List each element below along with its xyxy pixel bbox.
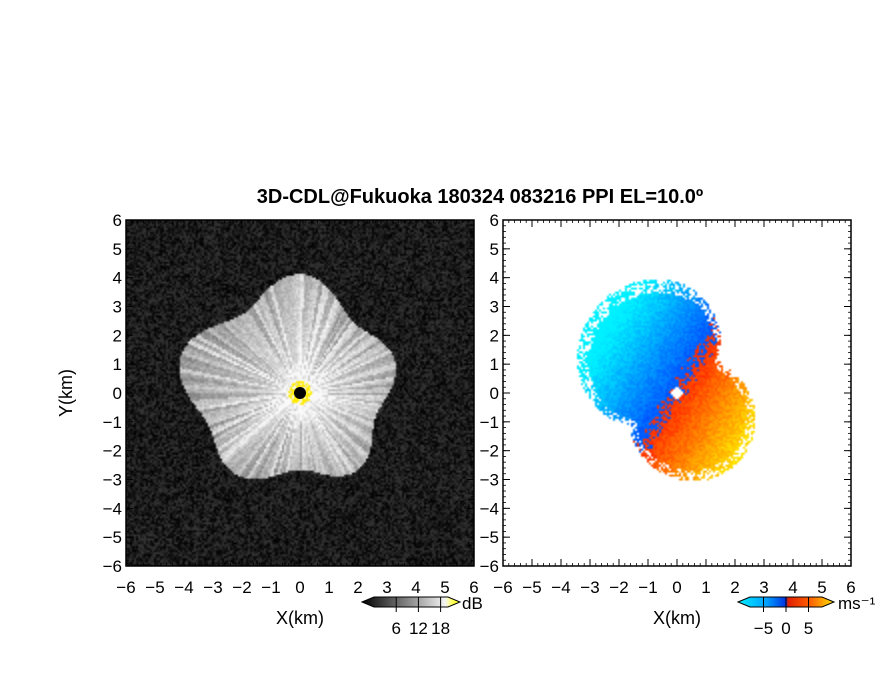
y-tick-label: 5 — [113, 240, 122, 259]
y-tick-label: 2 — [490, 326, 499, 345]
right-axis-ticks: −6 −5 −4 −3 −2 −1 0 1 2 3 4 5 6 −6 −5 −4 −3 −2 −1 0 1 2 3 4 5 6 — [480, 211, 856, 597]
x-tick-label: 3 — [382, 578, 391, 597]
y-tick-label: −1 — [480, 413, 499, 432]
right-velocity-field — [503, 220, 851, 566]
x-tick-label: 4 — [788, 578, 797, 597]
x-tick-label: 6 — [469, 578, 478, 597]
x-tick-label: 6 — [846, 578, 855, 597]
x-tick-label: −2 — [609, 578, 628, 597]
y-tick-label: 0 — [490, 384, 499, 403]
x-tick-label: 5 — [817, 578, 826, 597]
x-tick-label: 2 — [730, 578, 739, 597]
right-colorbar-unit: ms⁻¹ — [838, 594, 876, 613]
x-tick-label: 1 — [324, 578, 333, 597]
left-axis-ticks: −6 −5 −4 −3 −2 −1 0 1 2 3 4 5 6 −6 −5 −4 −3 −2 −1 0 1 2 3 4 5 6 — [103, 211, 479, 597]
y-tick-label: 1 — [113, 355, 122, 374]
y-tick-label: 1 — [490, 355, 499, 374]
left-colorbar-ticks: 6 12 18 — [391, 597, 450, 638]
left-colorbar-unit: dB — [462, 594, 483, 613]
y-tick-label: −5 — [480, 528, 499, 547]
x-tick-label: 0 — [295, 578, 304, 597]
y-tick-label: 4 — [490, 269, 499, 288]
y-tick-label: −4 — [103, 499, 122, 518]
x-tick-label: −6 — [116, 578, 135, 597]
y-tick-label: 3 — [113, 298, 122, 317]
chart-title: 3D-CDL@Fukuoka 180324 083216 PPI EL=10.0… — [256, 186, 704, 208]
x-tick-label: 5 — [440, 578, 449, 597]
y-tick-label: −2 — [103, 442, 122, 461]
x-tick-label: 3 — [759, 578, 768, 597]
colorbar-tick-label: 12 — [409, 619, 428, 638]
x-tick-label: −6 — [493, 578, 512, 597]
colorbar-tick-label: 18 — [431, 619, 450, 638]
y-tick-label: 6 — [113, 211, 122, 230]
y-tick-label: −6 — [480, 557, 499, 576]
y-tick-label: −4 — [480, 499, 499, 518]
x-tick-label: −5 — [522, 578, 541, 597]
right-colorbar-ticks: −5 0 5 — [754, 597, 813, 638]
colorbar-tick-label: −5 — [754, 619, 773, 638]
left-colorbar-bar — [360, 596, 462, 608]
y-tick-label: −2 — [480, 442, 499, 461]
left-radar-center-marker — [294, 387, 306, 399]
right-x-axis-label: X(km) — [653, 608, 701, 628]
y-tick-label: 3 — [490, 298, 499, 317]
y-tick-label: 5 — [490, 240, 499, 259]
x-tick-label: −2 — [232, 578, 251, 597]
left-colorbar: 6 12 18 dB — [360, 594, 483, 638]
y-tick-label: 6 — [490, 211, 499, 230]
x-tick-label: −4 — [551, 578, 570, 597]
left-x-axis-label: X(km) — [276, 608, 324, 628]
y-tick-label: −1 — [103, 413, 122, 432]
right-panel: −6 −5 −4 −3 −2 −1 0 1 2 3 4 5 6 −6 −5 −4 −3 −2 −1 0 1 2 3 4 5 6 X… — [480, 211, 856, 628]
x-tick-label: −4 — [174, 578, 193, 597]
y-tick-label: −3 — [480, 471, 499, 490]
x-tick-label: 2 — [353, 578, 362, 597]
left-panel: −6 −5 −4 −3 −2 −1 0 1 2 3 4 5 6 −6 −5 −4 −3 −2 −1 0 1 2 3 4 5 6 X… — [56, 211, 479, 628]
y-tick-label: −6 — [103, 557, 122, 576]
left-y-axis-label: Y(km) — [56, 369, 76, 417]
x-tick-label: −1 — [638, 578, 657, 597]
x-tick-label: −5 — [145, 578, 164, 597]
x-tick-label: −3 — [203, 578, 222, 597]
y-tick-label: 4 — [113, 269, 122, 288]
y-tick-label: −3 — [103, 471, 122, 490]
y-tick-label: 0 — [113, 384, 122, 403]
x-tick-label: 1 — [701, 578, 710, 597]
y-tick-label: −5 — [103, 528, 122, 547]
x-tick-label: −3 — [580, 578, 599, 597]
right-colorbar: −5 0 5 ms⁻¹ — [736, 594, 876, 638]
x-tick-label: −1 — [261, 578, 280, 597]
x-tick-label: 4 — [411, 578, 420, 597]
colorbar-tick-label: 6 — [391, 619, 400, 638]
x-tick-label: 0 — [672, 578, 681, 597]
colorbar-tick-label: 5 — [804, 619, 813, 638]
colorbar-tick-label: 0 — [781, 619, 790, 638]
y-tick-label: 2 — [113, 326, 122, 345]
